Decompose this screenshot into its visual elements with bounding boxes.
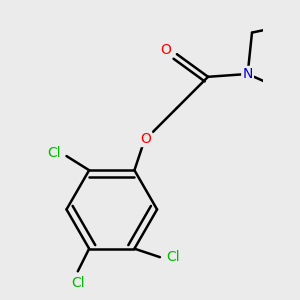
Text: Cl: Cl xyxy=(71,276,85,289)
Text: N: N xyxy=(242,67,253,81)
Text: O: O xyxy=(140,132,151,146)
Text: N: N xyxy=(242,67,253,81)
Text: O: O xyxy=(160,43,171,57)
Text: Cl: Cl xyxy=(166,250,179,264)
Text: Cl: Cl xyxy=(47,146,61,160)
